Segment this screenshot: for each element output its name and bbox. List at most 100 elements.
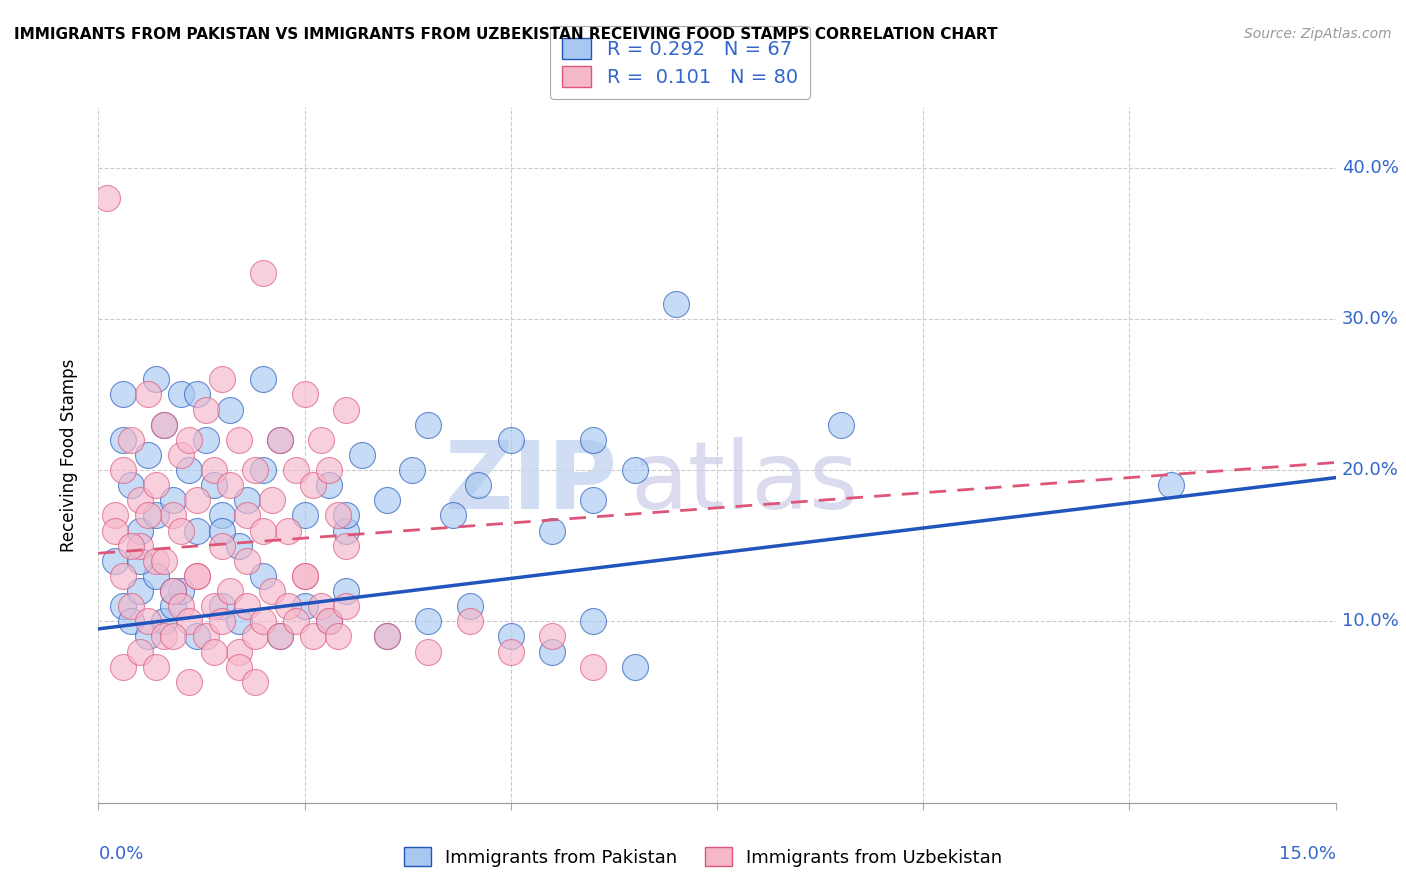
Point [623, 659, 645, 673]
Point [136, 615, 159, 629]
Point [145, 569, 167, 583]
Text: 20.0%: 20.0% [1341, 461, 1399, 479]
Point [162, 493, 184, 508]
Point [236, 493, 259, 508]
Point [269, 433, 291, 447]
Point [294, 599, 316, 614]
Point [458, 599, 481, 614]
Point [179, 463, 201, 477]
Point [302, 478, 325, 492]
Point [202, 644, 225, 658]
Point [623, 463, 645, 477]
Point [145, 508, 167, 523]
Point [145, 659, 167, 673]
Point [335, 539, 357, 553]
Point [153, 554, 176, 568]
Text: Source: ZipAtlas.com: Source: ZipAtlas.com [1244, 27, 1392, 41]
Point [375, 629, 398, 643]
Point [294, 569, 316, 583]
Point [541, 524, 564, 538]
Point [179, 615, 201, 629]
Point [128, 644, 150, 658]
Point [211, 372, 233, 386]
Point [294, 387, 316, 401]
Point [128, 539, 150, 553]
Point [252, 463, 274, 477]
Point [236, 554, 259, 568]
Point [260, 584, 283, 599]
Point [269, 433, 291, 447]
Point [665, 296, 688, 310]
Y-axis label: Receiving Food Stamps: Receiving Food Stamps [59, 359, 77, 551]
Point [285, 463, 308, 477]
Text: IMMIGRANTS FROM PAKISTAN VS IMMIGRANTS FROM UZBEKISTAN RECEIVING FOOD STAMPS COR: IMMIGRANTS FROM PAKISTAN VS IMMIGRANTS F… [14, 27, 998, 42]
Point [236, 508, 259, 523]
Point [170, 448, 193, 462]
Point [294, 569, 316, 583]
Point [285, 615, 308, 629]
Point [219, 584, 242, 599]
Point [582, 659, 605, 673]
Point [252, 569, 274, 583]
Point [335, 599, 357, 614]
Point [112, 569, 135, 583]
Point [128, 554, 150, 568]
Point [252, 372, 274, 386]
Text: ZIP: ZIP [446, 437, 619, 529]
Point [145, 372, 167, 386]
Point [467, 478, 489, 492]
Point [228, 644, 250, 658]
Point [458, 615, 481, 629]
Point [418, 615, 440, 629]
Point [228, 659, 250, 673]
Point [145, 478, 167, 492]
Point [136, 508, 159, 523]
Point [309, 433, 332, 447]
Point [236, 599, 259, 614]
Point [153, 417, 176, 432]
Point [162, 584, 184, 599]
Point [211, 539, 233, 553]
Point [252, 524, 274, 538]
Point [186, 387, 208, 401]
Text: 15.0%: 15.0% [1278, 845, 1336, 863]
Point [228, 433, 250, 447]
Point [294, 508, 316, 523]
Point [541, 644, 564, 658]
Point [335, 524, 357, 538]
Point [112, 433, 135, 447]
Point [499, 629, 522, 643]
Point [252, 267, 274, 281]
Point [335, 402, 357, 417]
Point [120, 433, 142, 447]
Point [277, 599, 299, 614]
Legend: R = 0.292   N = 67, R =  0.101   N = 80: R = 0.292 N = 67, R = 0.101 N = 80 [550, 26, 810, 99]
Point [162, 584, 184, 599]
Point [104, 524, 127, 538]
Point [128, 493, 150, 508]
Point [582, 615, 605, 629]
Point [243, 463, 266, 477]
Point [375, 629, 398, 643]
Point [186, 569, 208, 583]
Point [1160, 478, 1182, 492]
Point [112, 463, 135, 477]
Point [112, 599, 135, 614]
Point [136, 629, 159, 643]
Text: 40.0%: 40.0% [1341, 159, 1399, 177]
Point [318, 478, 340, 492]
Point [582, 493, 605, 508]
Point [120, 478, 142, 492]
Point [252, 615, 274, 629]
Point [104, 508, 127, 523]
Point [318, 615, 340, 629]
Point [120, 539, 142, 553]
Point [326, 508, 349, 523]
Point [269, 629, 291, 643]
Point [162, 599, 184, 614]
Point [335, 508, 357, 523]
Point [243, 629, 266, 643]
Point [228, 539, 250, 553]
Point [153, 615, 176, 629]
Point [441, 508, 464, 523]
